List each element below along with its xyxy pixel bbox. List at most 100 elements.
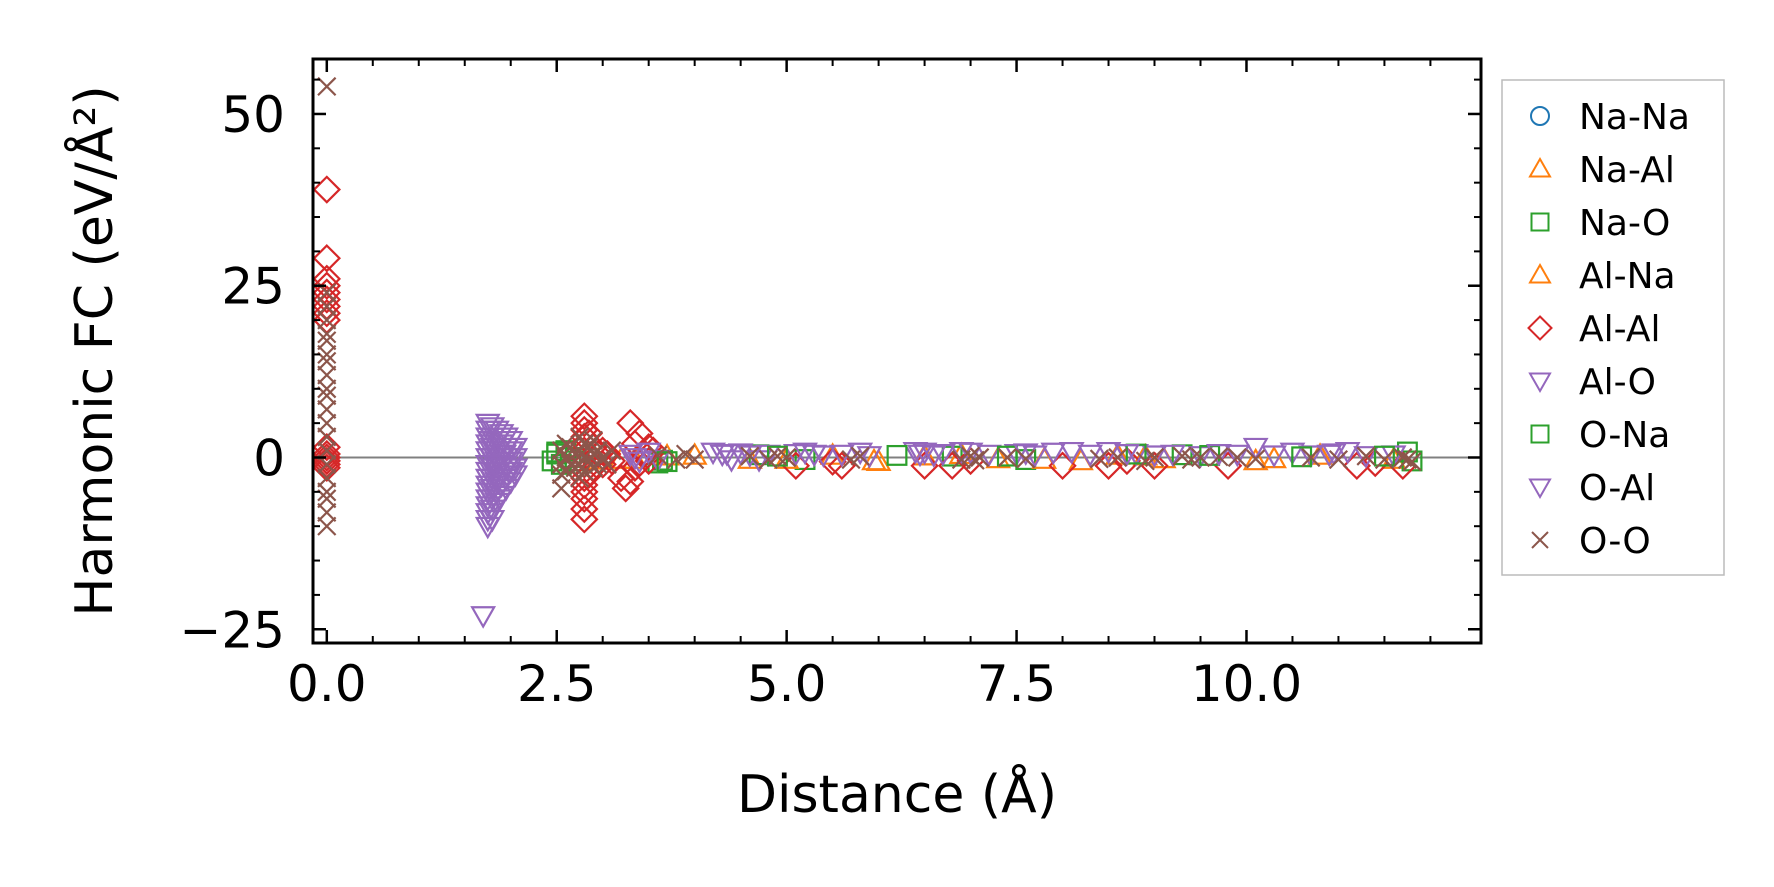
legend-label-na-o: Na-O xyxy=(1579,203,1670,244)
data-point-al-al xyxy=(312,271,342,300)
data-point-al-o xyxy=(727,443,754,466)
data-point-o-o xyxy=(317,310,337,330)
data-point-o-o xyxy=(317,324,337,344)
data-point-o-o xyxy=(317,296,337,316)
data-point-o-o xyxy=(317,379,337,399)
data-point-o-al xyxy=(907,444,933,468)
data-point-o-o xyxy=(317,502,337,523)
data-point-al-o xyxy=(1334,441,1361,465)
data-point-o-o xyxy=(317,413,337,433)
legend-marker-o-o xyxy=(1531,531,1549,549)
data-point-o-o xyxy=(1397,449,1418,470)
y-axis-label: Harmonic FC (eV/Å²) xyxy=(63,85,125,616)
legend-marker-o-na xyxy=(1530,424,1550,444)
data-point-al-o xyxy=(1224,444,1251,468)
legend-label-o-al: O-Al xyxy=(1579,468,1655,509)
legend-label-o-na: O-Na xyxy=(1579,415,1670,456)
data-point-al-al xyxy=(312,439,342,469)
data-point-o-o xyxy=(740,446,760,466)
data-point-al-al xyxy=(312,443,342,472)
data-point-o-o xyxy=(1190,447,1211,468)
data-point-o-o xyxy=(1374,449,1395,470)
data-point-o-o xyxy=(597,454,617,474)
data-point-al-al xyxy=(570,484,599,513)
x-axis-label: Distance (Å) xyxy=(737,763,1057,825)
data-point-al-o xyxy=(792,442,818,466)
data-point-al-al xyxy=(570,402,599,431)
data-point-o-o xyxy=(850,446,870,466)
data-point-o-o xyxy=(1108,447,1128,468)
data-point-o-o xyxy=(317,386,337,406)
data-point-o-o xyxy=(583,430,604,450)
x-tick-label: 7.5 xyxy=(977,655,1057,713)
data-point-al-al xyxy=(312,299,342,328)
data-point-na-al xyxy=(1242,447,1269,471)
legend-marker-na-o xyxy=(1530,212,1550,232)
data-point-al-o xyxy=(736,445,763,468)
y-tick-label: 0 xyxy=(253,429,285,487)
data-point-o-o xyxy=(317,365,337,385)
data-point-o-al xyxy=(1320,443,1347,466)
legend-label-na-na: Na-Na xyxy=(1579,97,1690,138)
y-tick-label: 50 xyxy=(221,86,285,144)
x-tick-label: 0.0 xyxy=(287,655,367,713)
data-point-al-o xyxy=(1242,437,1269,461)
data-point-al-al xyxy=(312,285,342,314)
data-point-o-o xyxy=(1328,449,1349,470)
data-point-al-o xyxy=(626,451,653,475)
x-tick-label: 5.0 xyxy=(747,655,827,713)
legend-marker-al-na xyxy=(1528,262,1552,284)
data-point-o-o xyxy=(777,447,797,468)
legend-label-al-o: Al-O xyxy=(1579,362,1656,403)
data-point-al-al xyxy=(818,447,847,476)
legend-marker-al-o xyxy=(1528,372,1552,394)
data-point-al-o xyxy=(930,444,956,467)
data-point-o-o xyxy=(317,427,337,447)
data-point-o-o xyxy=(1227,447,1247,468)
data-point-o-o xyxy=(317,76,337,97)
data-point-o-o xyxy=(965,450,985,470)
data-point-o-o xyxy=(1402,452,1422,472)
data-point-al-o xyxy=(847,442,874,466)
data-point-o-al xyxy=(491,444,518,468)
x-tick-label: 2.5 xyxy=(517,655,597,713)
data-point-o-al xyxy=(1205,444,1232,467)
data-point-o-na xyxy=(996,445,1018,467)
data-points-layer xyxy=(312,76,1423,629)
data-point-al-o xyxy=(1353,446,1379,469)
y-tick-label: 25 xyxy=(221,258,285,316)
legend-label-o-o: O-O xyxy=(1579,521,1651,562)
y-tick-label: −25 xyxy=(179,601,285,659)
data-point-al-o xyxy=(502,465,529,488)
data-point-o-o xyxy=(1246,449,1266,469)
data-point-al-o xyxy=(502,458,529,482)
data-point-o-o xyxy=(317,482,337,502)
data-point-al-al xyxy=(312,244,342,273)
data-point-al-al xyxy=(570,505,599,534)
data-point-o-o xyxy=(551,478,571,498)
data-point-o-al xyxy=(477,430,504,454)
data-point-al-o xyxy=(1058,441,1085,465)
data-point-o-o xyxy=(317,468,337,488)
data-point-o-o xyxy=(1016,449,1036,469)
data-point-o-o xyxy=(685,449,705,470)
data-point-o-o xyxy=(675,444,696,464)
data-point-o-o xyxy=(997,447,1017,468)
data-point-al-o xyxy=(479,509,506,533)
data-point-o-o xyxy=(317,351,337,371)
data-point-al-o xyxy=(470,606,497,629)
data-point-o-o xyxy=(317,344,337,365)
data-point-al-o xyxy=(976,444,1002,468)
legend-marker-o-al xyxy=(1528,478,1552,500)
series-o-o xyxy=(317,76,1422,536)
data-point-al-al xyxy=(312,453,342,483)
data-point-o-o xyxy=(1089,449,1109,469)
data-point-o-o xyxy=(602,441,622,461)
legend-label-al-al: Al-Al xyxy=(1579,309,1660,350)
legend-marker-na-al xyxy=(1528,156,1552,178)
data-point-al-o xyxy=(911,442,938,466)
legend-label-al-na: Al-Na xyxy=(1579,256,1676,297)
data-point-o-o xyxy=(648,445,668,466)
